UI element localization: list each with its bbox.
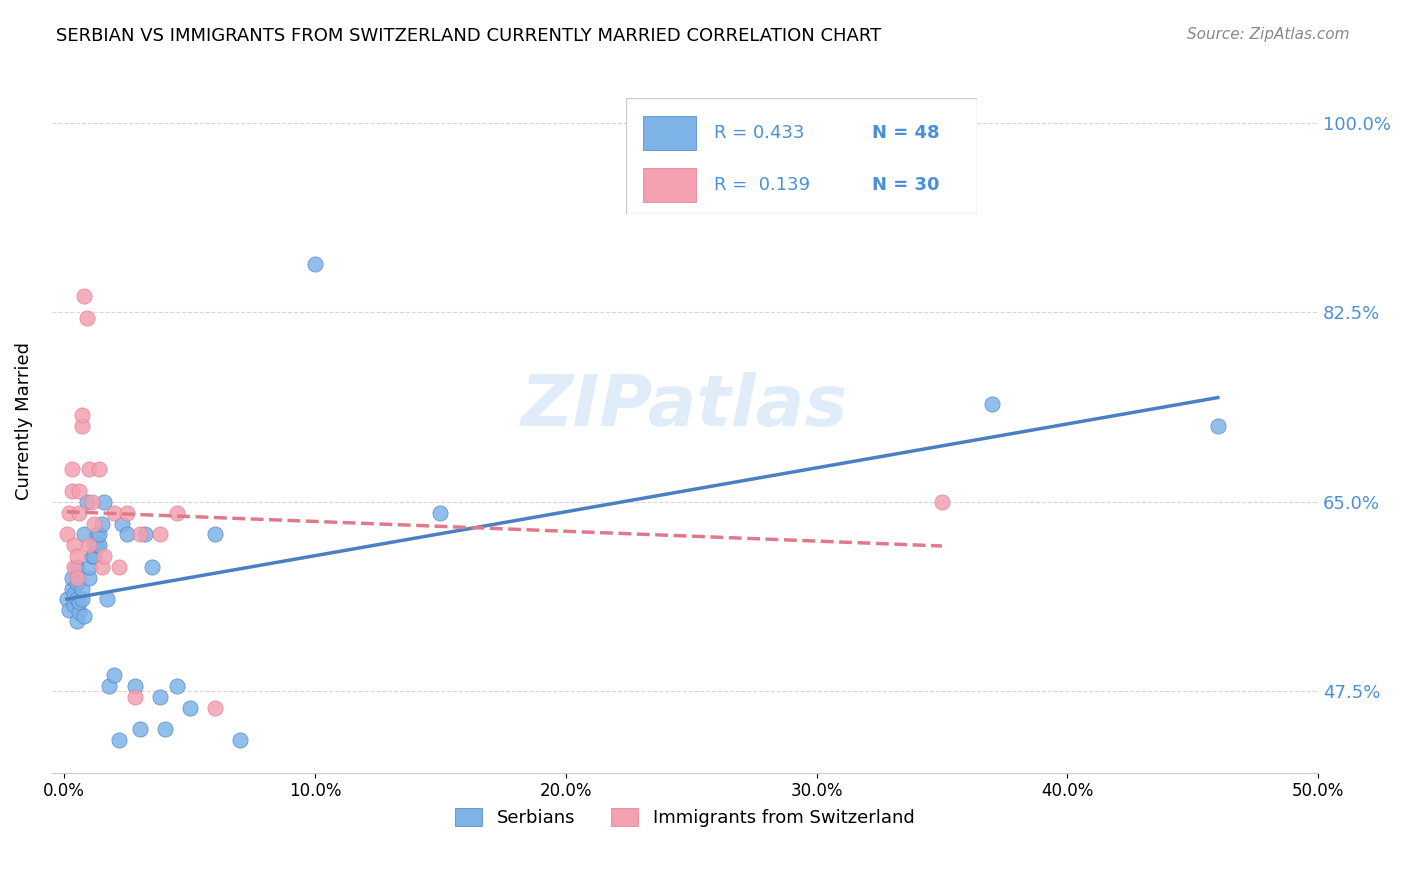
Point — [79, 571, 101, 585]
Text: N = 48: N = 48 — [872, 124, 939, 142]
Point — [73, 289, 96, 303]
Point — [108, 733, 131, 747]
Point — [429, 506, 451, 520]
Point — [111, 516, 134, 531]
Point — [58, 603, 80, 617]
FancyBboxPatch shape — [644, 116, 696, 150]
Point — [76, 495, 98, 509]
Text: Source: ZipAtlas.com: Source: ZipAtlas.com — [1187, 27, 1350, 42]
Point — [67, 594, 90, 608]
Point — [931, 495, 953, 509]
Text: N = 30: N = 30 — [872, 176, 939, 194]
Point — [66, 576, 89, 591]
Point — [83, 549, 105, 563]
FancyBboxPatch shape — [644, 168, 696, 202]
Text: R =  0.139: R = 0.139 — [713, 176, 810, 194]
Point — [80, 549, 103, 563]
Point — [149, 527, 172, 541]
Point — [60, 462, 83, 476]
Point — [80, 495, 103, 509]
Point — [66, 560, 89, 574]
Point — [89, 527, 111, 541]
Point — [86, 538, 108, 552]
Point — [204, 700, 226, 714]
Point — [115, 506, 138, 520]
FancyBboxPatch shape — [626, 98, 977, 214]
Point — [124, 690, 146, 704]
Point — [86, 527, 108, 541]
Point — [70, 582, 93, 596]
Point — [128, 723, 150, 737]
Point — [204, 527, 226, 541]
Text: SERBIAN VS IMMIGRANTS FROM SWITZERLAND CURRENTLY MARRIED CORRELATION CHART: SERBIAN VS IMMIGRANTS FROM SWITZERLAND C… — [56, 27, 882, 45]
Point — [79, 560, 101, 574]
Point — [66, 592, 89, 607]
Point — [304, 256, 326, 270]
Point — [66, 549, 89, 563]
Point — [166, 679, 188, 693]
Point — [63, 538, 86, 552]
Point — [166, 506, 188, 520]
Point — [60, 582, 83, 596]
Point — [66, 614, 89, 628]
Point — [58, 506, 80, 520]
Point — [108, 560, 131, 574]
Point — [96, 592, 118, 607]
Point — [93, 549, 115, 563]
Point — [60, 571, 83, 585]
Point — [79, 462, 101, 476]
Point — [66, 571, 89, 585]
Y-axis label: Currently Married: Currently Married — [15, 342, 32, 500]
Point — [70, 419, 93, 434]
Point — [115, 527, 138, 541]
Point — [63, 598, 86, 612]
Point — [229, 733, 252, 747]
Point — [63, 587, 86, 601]
Point — [93, 495, 115, 509]
Point — [128, 527, 150, 541]
Point — [56, 592, 79, 607]
Point — [79, 538, 101, 552]
Point — [73, 608, 96, 623]
Point — [67, 606, 90, 620]
Point — [153, 723, 176, 737]
Point — [134, 527, 156, 541]
Point — [89, 462, 111, 476]
Text: ZIPatlas: ZIPatlas — [522, 372, 849, 441]
Point — [124, 679, 146, 693]
Point — [1206, 419, 1229, 434]
Point — [67, 506, 90, 520]
Point — [63, 560, 86, 574]
Point — [981, 397, 1004, 411]
Point — [103, 668, 125, 682]
Point — [76, 310, 98, 325]
Point — [90, 516, 112, 531]
Point — [98, 679, 121, 693]
Point — [179, 700, 201, 714]
Point — [70, 592, 93, 607]
Text: R = 0.433: R = 0.433 — [713, 124, 804, 142]
Point — [60, 484, 83, 499]
Point — [56, 527, 79, 541]
Point — [73, 527, 96, 541]
Point — [83, 516, 105, 531]
Point — [90, 560, 112, 574]
Point — [141, 560, 163, 574]
Point — [67, 484, 90, 499]
Point — [83, 538, 105, 552]
Point — [70, 408, 93, 422]
Point — [149, 690, 172, 704]
Point — [89, 538, 111, 552]
Legend: Serbians, Immigrants from Switzerland: Serbians, Immigrants from Switzerland — [449, 800, 922, 834]
Point — [103, 506, 125, 520]
